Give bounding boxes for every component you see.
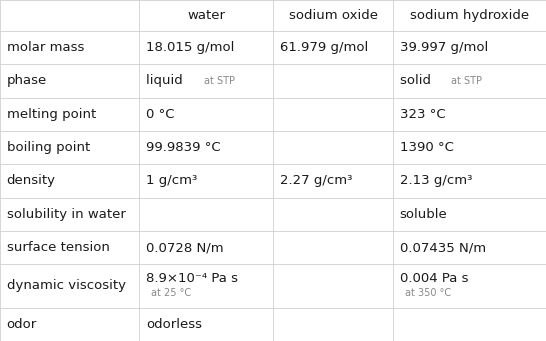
Text: sodium hydroxide: sodium hydroxide <box>410 9 529 22</box>
Text: 8.9×10⁻⁴ Pa s: 8.9×10⁻⁴ Pa s <box>146 271 238 285</box>
Text: odor: odor <box>7 318 37 331</box>
Text: boiling point: boiling point <box>7 141 90 154</box>
Text: 0 °C: 0 °C <box>146 108 174 121</box>
Text: at 25 °C: at 25 °C <box>151 288 191 298</box>
Text: 1 g/cm³: 1 g/cm³ <box>146 174 197 188</box>
Text: water: water <box>187 9 225 22</box>
Text: phase: phase <box>7 74 47 88</box>
Text: dynamic viscosity: dynamic viscosity <box>7 279 126 293</box>
Text: 2.13 g/cm³: 2.13 g/cm³ <box>400 174 472 188</box>
Text: solubility in water: solubility in water <box>7 208 126 221</box>
Text: 0.004 Pa s: 0.004 Pa s <box>400 271 468 285</box>
Text: solid: solid <box>400 74 439 88</box>
Text: 323 °C: 323 °C <box>400 108 446 121</box>
Text: at 350 °C: at 350 °C <box>405 288 451 298</box>
Text: soluble: soluble <box>400 208 447 221</box>
Text: 0.07435 N/m: 0.07435 N/m <box>400 241 486 254</box>
Text: 99.9839 °C: 99.9839 °C <box>146 141 221 154</box>
Text: liquid: liquid <box>146 74 191 88</box>
Text: 2.27 g/cm³: 2.27 g/cm³ <box>280 174 352 188</box>
Text: 1390 °C: 1390 °C <box>400 141 454 154</box>
Text: odorless: odorless <box>146 318 202 331</box>
Text: sodium oxide: sodium oxide <box>288 9 378 22</box>
Text: molar mass: molar mass <box>7 41 84 54</box>
Text: 0.0728 N/m: 0.0728 N/m <box>146 241 223 254</box>
Text: at STP: at STP <box>204 76 235 86</box>
Text: 39.997 g/mol: 39.997 g/mol <box>400 41 488 54</box>
Text: at STP: at STP <box>450 76 482 86</box>
Text: 18.015 g/mol: 18.015 g/mol <box>146 41 234 54</box>
Text: density: density <box>7 174 56 188</box>
Text: surface tension: surface tension <box>7 241 109 254</box>
Text: 61.979 g/mol: 61.979 g/mol <box>280 41 368 54</box>
Text: melting point: melting point <box>7 108 96 121</box>
